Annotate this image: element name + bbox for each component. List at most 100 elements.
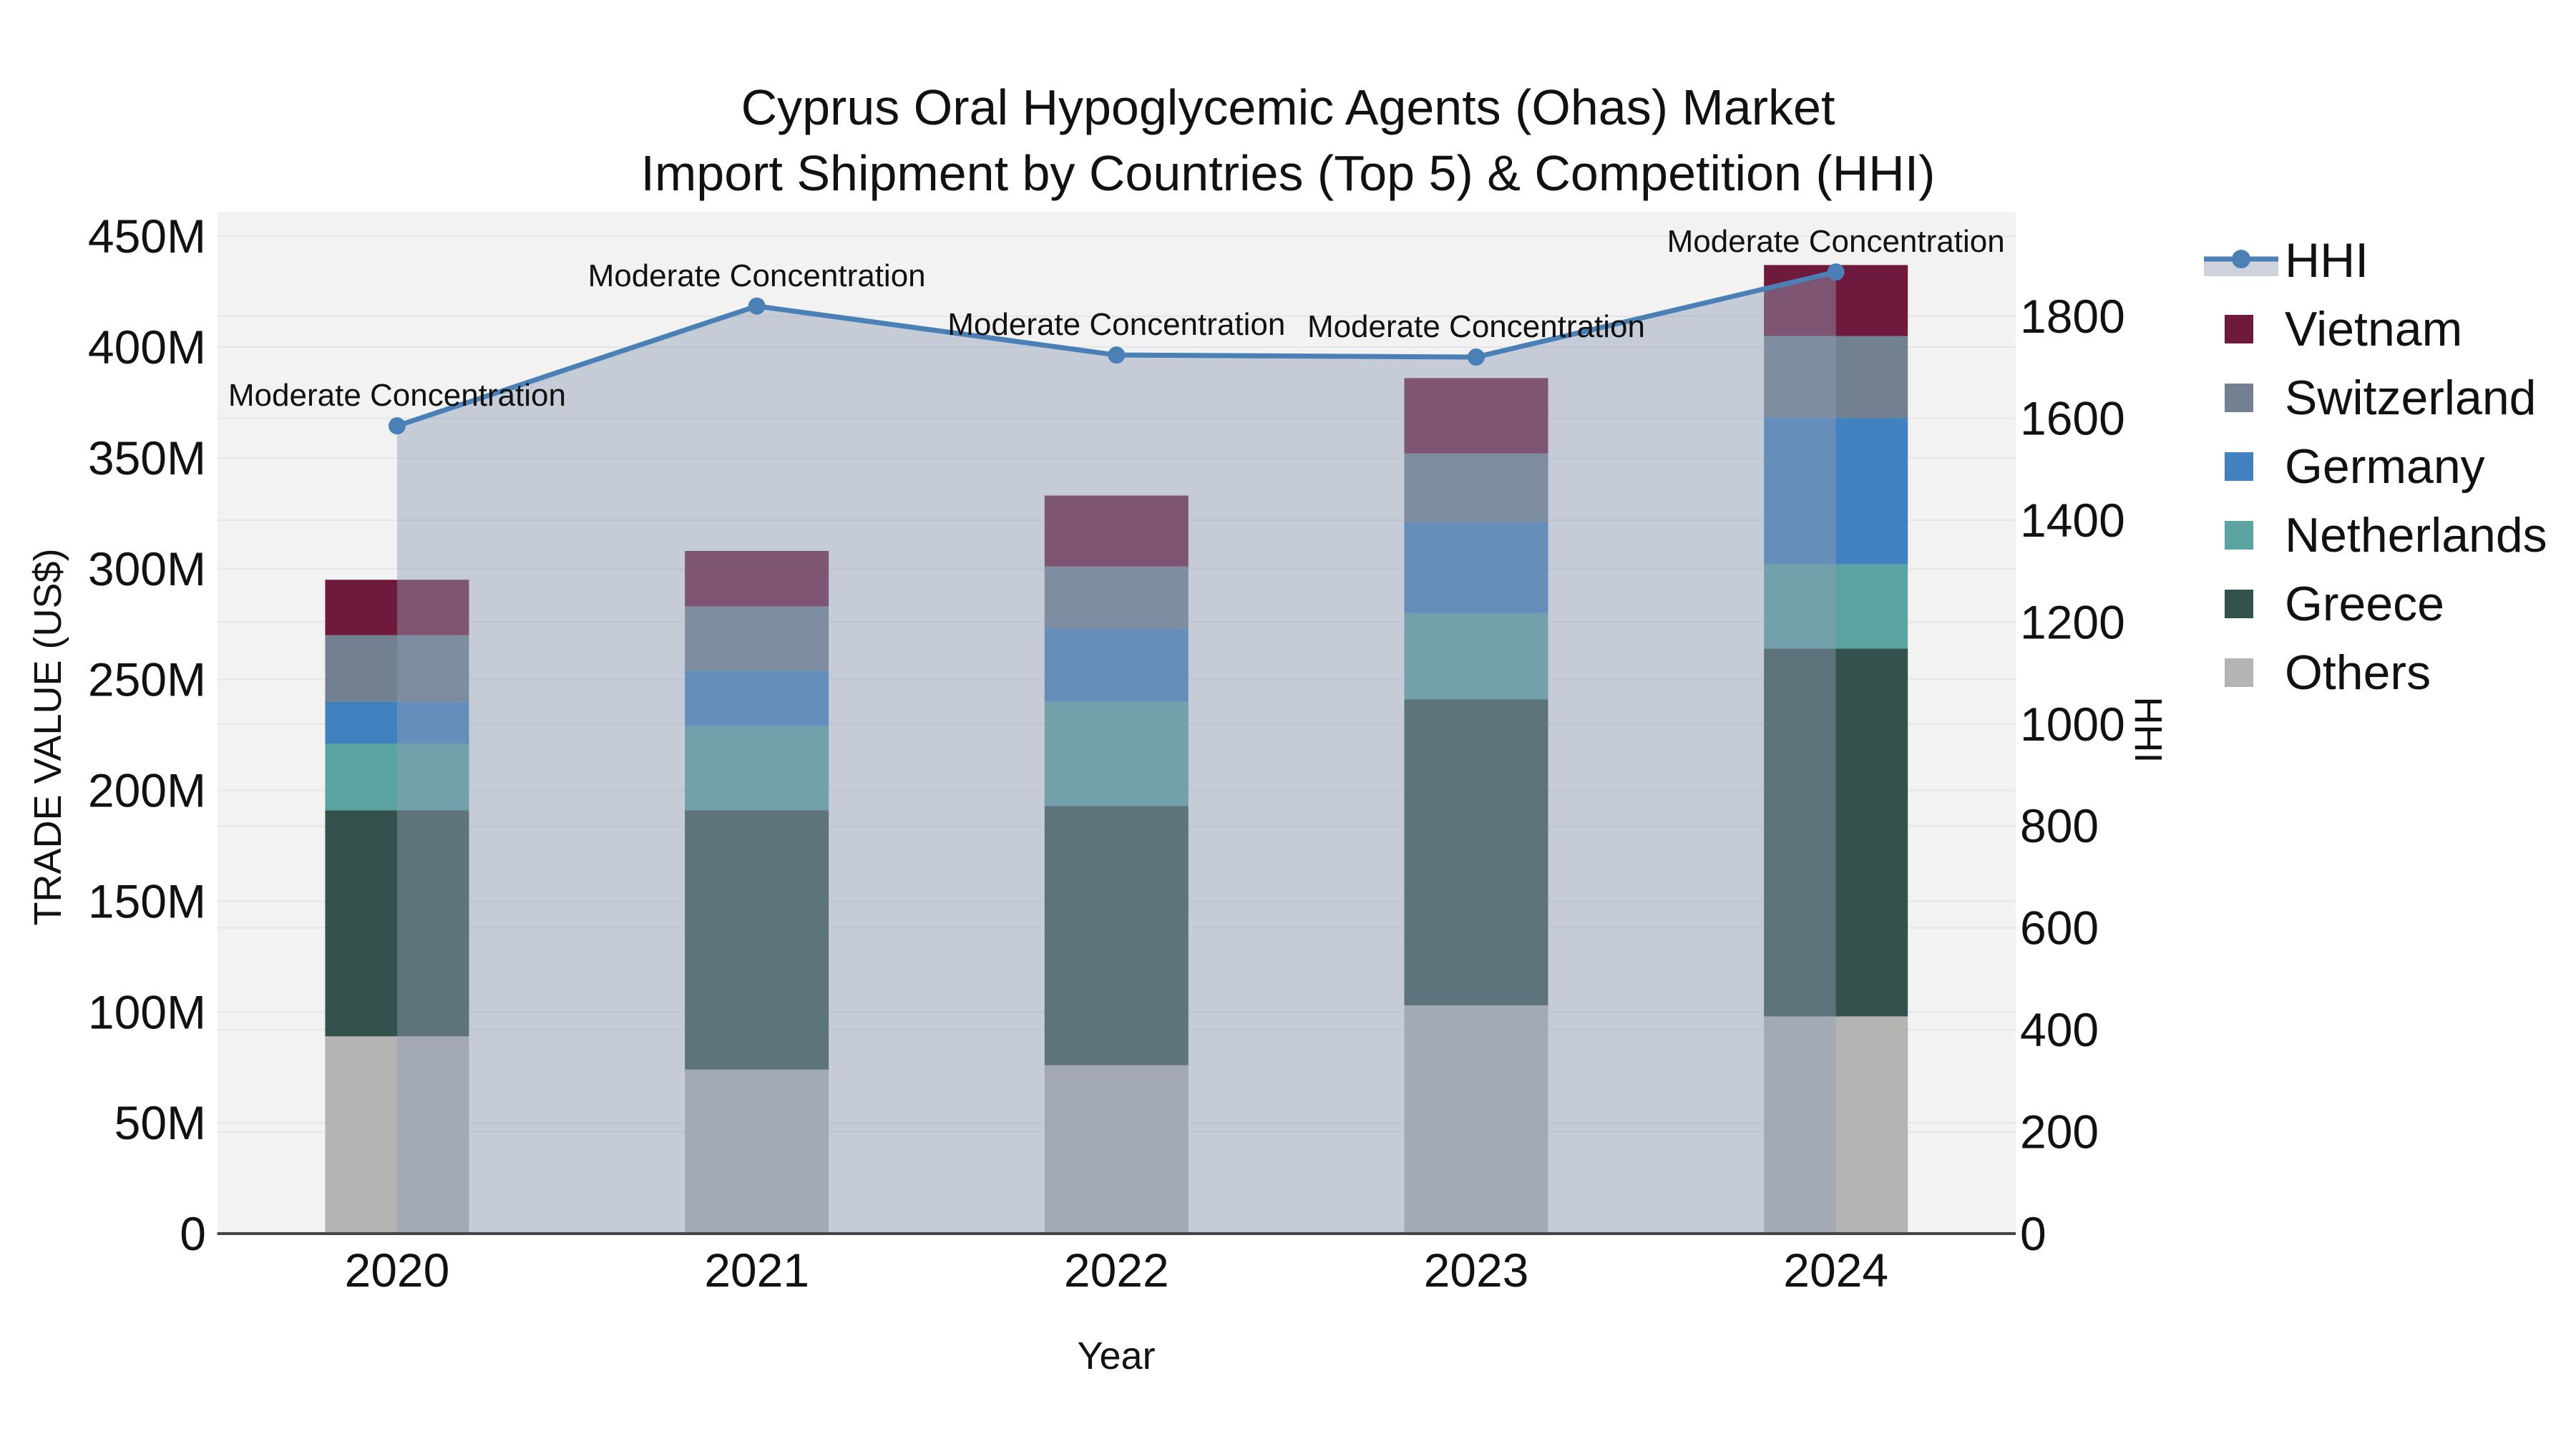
bar-segment-switzerland-2022[interactable] xyxy=(1044,566,1189,629)
legend-swatch-switzerland-icon xyxy=(2225,384,2253,412)
bar-segment-switzerland-2020[interactable] xyxy=(325,635,469,702)
legend-item-netherlands[interactable]: Netherlands xyxy=(2204,501,2547,570)
legend-item-others[interactable]: Others xyxy=(2204,638,2547,707)
chart-title-line1: Cyprus Oral Hypoglycemic Agents (Ohas) M… xyxy=(741,79,1835,135)
x-tick-2021: 2021 xyxy=(704,1244,809,1297)
bar-segment-others-2023[interactable] xyxy=(1404,1005,1548,1234)
y-right-tick-1800: 1800 xyxy=(2020,290,2125,343)
legend-item-hhi[interactable]: HHI xyxy=(2204,226,2547,295)
y-left-tick-350M: 350M xyxy=(88,431,206,484)
y-right-tick-800: 800 xyxy=(2020,799,2099,852)
hhi-marker-2022[interactable] xyxy=(1108,346,1126,364)
x-tick-2024: 2024 xyxy=(1783,1244,1888,1297)
bar-segment-greece-2021[interactable] xyxy=(685,810,829,1070)
y-right-tick-600: 600 xyxy=(2020,902,2099,955)
legend-swatch-netherlands-icon xyxy=(2225,521,2253,550)
bar-segment-greece-2020[interactable] xyxy=(325,810,469,1037)
y-right-tick-200: 200 xyxy=(2020,1106,2099,1158)
annotation-2023: Moderate Concentration xyxy=(1307,309,1645,344)
x-tick-2022: 2022 xyxy=(1064,1244,1169,1297)
bar-segment-germany-2024[interactable] xyxy=(1764,418,1908,565)
legend-item-switzerland[interactable]: Switzerland xyxy=(2204,364,2547,432)
bar-segment-netherlands-2020[interactable] xyxy=(325,743,469,811)
y-left-tick-250M: 250M xyxy=(88,653,206,706)
hhi-marker-2020[interactable] xyxy=(388,417,406,435)
y-right-tick-1400: 1400 xyxy=(2020,494,2125,547)
chart-title: Cyprus Oral Hypoglycemic Agents (Ohas) M… xyxy=(0,74,2576,206)
legend-icon-box-vietnam xyxy=(2204,315,2285,343)
bar-segment-greece-2022[interactable] xyxy=(1044,806,1189,1065)
bar-segment-switzerland-2024[interactable] xyxy=(1764,336,1908,419)
bar-segment-netherlands-2024[interactable] xyxy=(1764,564,1908,649)
y-right-tick-1600: 1600 xyxy=(2020,391,2125,444)
legend-icon-box-greece xyxy=(2204,590,2285,618)
y-left-tick-0: 0 xyxy=(180,1207,206,1260)
bar-segment-germany-2021[interactable] xyxy=(685,670,829,726)
legend-icon-box-germany xyxy=(2204,452,2285,481)
annotation-2021: Moderate Concentration xyxy=(588,258,926,293)
bar-segment-others-2020[interactable] xyxy=(325,1036,469,1234)
legend-label-switzerland: Switzerland xyxy=(2285,371,2537,425)
bar-segment-germany-2020[interactable] xyxy=(325,701,469,744)
bar-segment-others-2022[interactable] xyxy=(1044,1065,1189,1234)
legend-label-hhi: HHI xyxy=(2285,233,2369,288)
legend: HHI Vietnam Switzerland Germany Netherlands G… xyxy=(2204,226,2547,707)
bar-segment-greece-2024[interactable] xyxy=(1764,648,1908,1017)
y-left-tick-50M: 50M xyxy=(114,1096,206,1149)
y-right-tick-0: 0 xyxy=(2020,1207,2046,1260)
x-tick-2020: 2020 xyxy=(345,1244,450,1297)
bar-segment-germany-2023[interactable] xyxy=(1404,522,1548,613)
legend-label-netherlands: Netherlands xyxy=(2285,508,2547,562)
y-left-tick-200M: 200M xyxy=(88,764,206,817)
bar-segment-others-2024[interactable] xyxy=(1764,1016,1908,1234)
y-right-tick-1200: 1200 xyxy=(2020,595,2125,648)
bar-segment-netherlands-2023[interactable] xyxy=(1404,613,1548,700)
legend-item-germany[interactable]: Germany xyxy=(2204,432,2547,501)
y-left-tick-150M: 150M xyxy=(88,874,206,927)
legend-item-greece[interactable]: Greece xyxy=(2204,570,2547,638)
annotation-2022: Moderate Concentration xyxy=(947,307,1285,342)
hhi-line-sample-icon xyxy=(2204,250,2278,276)
bar-segment-switzerland-2021[interactable] xyxy=(685,606,829,671)
y-axis-left-title: TRADE VALUE (US$) xyxy=(26,548,69,926)
bar-segment-netherlands-2022[interactable] xyxy=(1044,701,1189,806)
legend-swatch-others-icon xyxy=(2225,658,2253,687)
legend-swatch-greece-icon xyxy=(2225,590,2253,618)
legend-icon-box-hhi xyxy=(2204,240,2285,280)
annotation-2024: Moderate Concentration xyxy=(1667,224,2005,259)
y-right-tick-400: 400 xyxy=(2020,1003,2099,1056)
y-right-tick-1000: 1000 xyxy=(2020,698,2125,751)
bar-segment-germany-2022[interactable] xyxy=(1044,628,1189,702)
bar-segment-others-2021[interactable] xyxy=(685,1069,829,1234)
y-left-tick-450M: 450M xyxy=(88,210,206,263)
hhi-area-fill xyxy=(396,272,1836,1234)
annotation-2020: Moderate Concentration xyxy=(228,378,566,413)
legend-swatch-vietnam-icon xyxy=(2225,315,2253,343)
chart-title-line2: Import Shipment by Countries (Top 5) & C… xyxy=(640,145,1936,201)
legend-swatch-germany-icon xyxy=(2225,452,2253,481)
y-left-tick-100M: 100M xyxy=(88,985,206,1038)
bar-segment-vietnam-2020[interactable] xyxy=(325,580,469,635)
bar-segment-vietnam-2023[interactable] xyxy=(1404,378,1548,454)
bar-segment-netherlands-2021[interactable] xyxy=(685,726,829,811)
bar-segment-switzerland-2023[interactable] xyxy=(1404,453,1548,522)
hhi-marker-2023[interactable] xyxy=(1467,348,1485,366)
hhi-marker-2024[interactable] xyxy=(1827,263,1845,281)
legend-icon-box-netherlands xyxy=(2204,521,2285,550)
legend-icon-box-switzerland xyxy=(2204,384,2285,412)
y-axis-right-title: HHI xyxy=(2127,696,2170,763)
legend-label-greece: Greece xyxy=(2285,577,2444,631)
legend-label-germany: Germany xyxy=(2285,439,2485,494)
y-left-tick-300M: 300M xyxy=(88,542,206,595)
bar-segment-vietnam-2022[interactable] xyxy=(1044,495,1189,567)
bar-segment-vietnam-2021[interactable] xyxy=(685,550,829,607)
x-tick-2023: 2023 xyxy=(1424,1244,1529,1297)
legend-icon-box-others xyxy=(2204,658,2285,687)
hhi-marker-2021[interactable] xyxy=(748,297,766,315)
legend-label-vietnam: Vietnam xyxy=(2285,302,2463,356)
legend-item-vietnam[interactable]: Vietnam xyxy=(2204,295,2547,364)
x-axis-title: Year xyxy=(1077,1335,1156,1377)
bar-segment-greece-2023[interactable] xyxy=(1404,699,1548,1005)
